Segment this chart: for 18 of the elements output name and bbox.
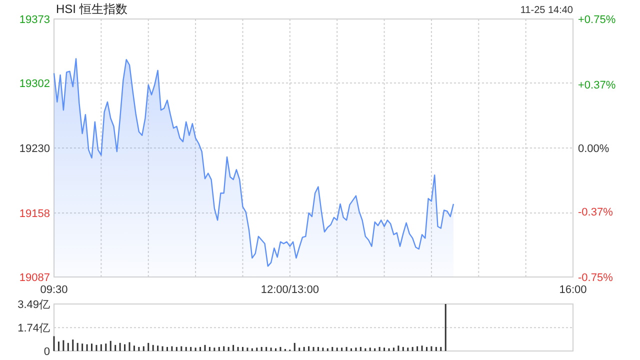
y2-tick-label: +0.75% <box>578 14 616 26</box>
text: 11-25 14:40 <box>520 5 574 16</box>
x-tick-label: 09:30 <box>40 284 68 296</box>
y-tick-label: 1.74亿 <box>18 322 50 335</box>
chart-title: HSI 恒生指数 <box>56 2 128 16</box>
y-tick-label: 3.49亿 <box>18 299 50 311</box>
x-tick-label: 16:00 <box>559 284 587 296</box>
y-tick-label: 19158 <box>19 208 50 220</box>
y-tick-label: 0 <box>44 346 50 358</box>
y-tick-label: 19373 <box>19 14 50 26</box>
y-tick-label: 19302 <box>19 78 50 90</box>
y-tick-label: 19230 <box>19 143 50 155</box>
y2-tick-label: 0.00% <box>578 143 610 155</box>
x-tick-label: 12:00/13:00 <box>260 284 319 296</box>
y-tick-label: 19087 <box>19 272 50 284</box>
y2-tick-label: -0.37% <box>578 206 614 219</box>
y2-tick-label: +0.37% <box>578 79 616 92</box>
y2-tick-label: -0.75% <box>578 272 614 284</box>
